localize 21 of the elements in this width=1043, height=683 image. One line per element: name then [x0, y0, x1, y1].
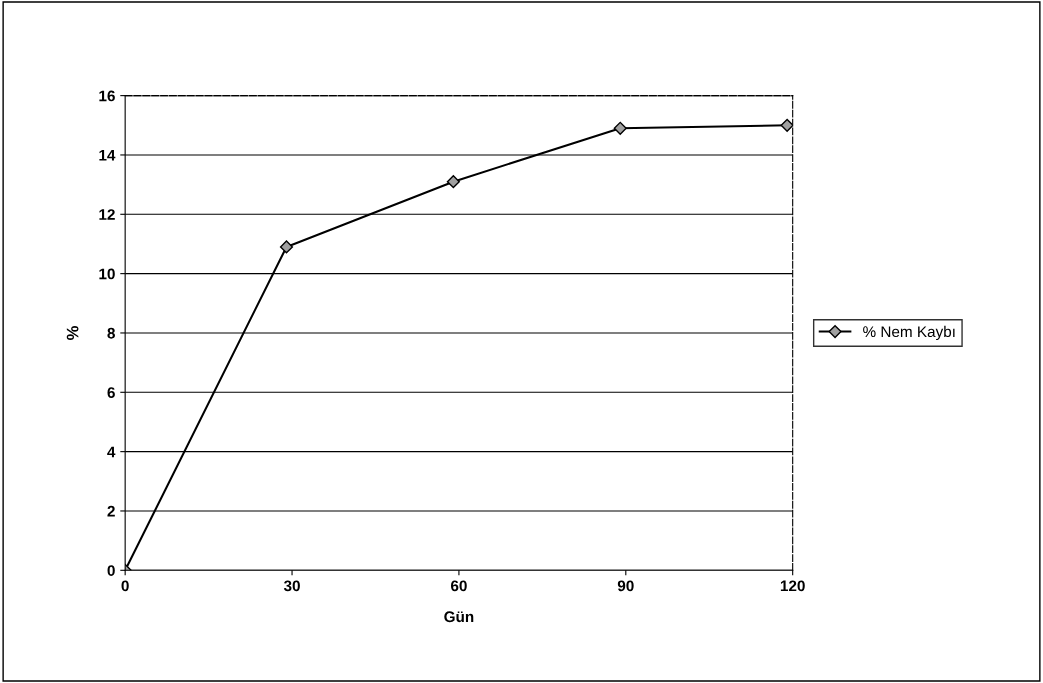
y-tick-label: 0	[107, 565, 115, 576]
legend-label: % Nem Kaybı	[863, 325, 955, 341]
y-tick-label: 16	[99, 90, 115, 102]
x-tick-label: 0	[121, 580, 129, 592]
y-axis-title: %	[66, 325, 79, 340]
y-tick-label: 10	[99, 268, 115, 280]
point	[613, 121, 627, 135]
x-tick-label: 30	[283, 580, 300, 592]
y-tick-label: 12	[99, 209, 115, 220]
point	[780, 118, 793, 132]
y-tick-label: 4	[107, 446, 116, 458]
point	[446, 175, 460, 189]
y-tick-label: 2	[107, 505, 115, 517]
y-tick-label: 8	[107, 327, 115, 339]
x-tick-label: 90	[617, 580, 634, 592]
x-tick-label: 120	[780, 580, 805, 592]
y-tick-label: 14	[99, 149, 116, 161]
x-tick-label: 60	[450, 580, 467, 592]
x-axis-title: Gün	[444, 611, 474, 623]
y-tick-label: 6	[107, 387, 115, 398]
point	[279, 240, 294, 254]
